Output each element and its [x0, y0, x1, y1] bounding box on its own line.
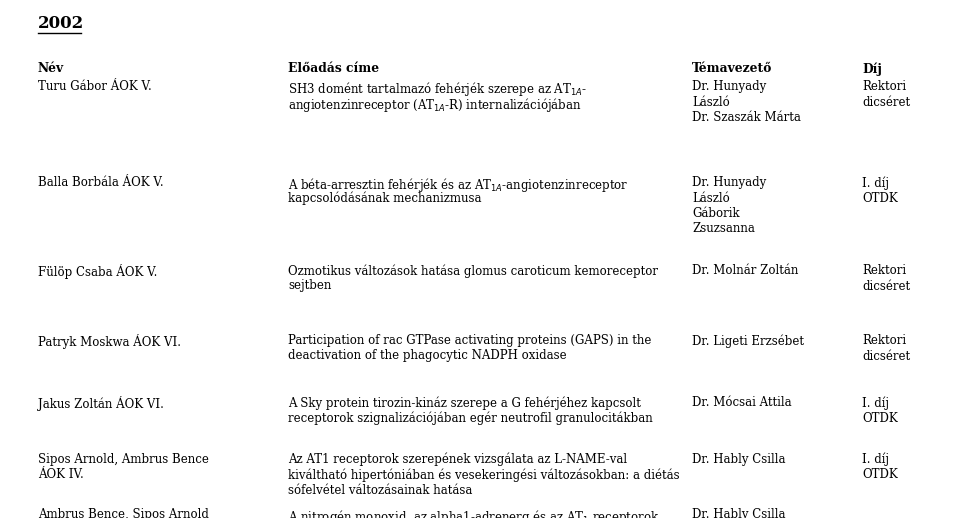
Text: receptorok szignalizációjában egér neutrofil granulocitákban: receptorok szignalizációjában egér neutr… [288, 411, 653, 425]
Text: Dr. Hunyady: Dr. Hunyady [692, 176, 766, 189]
Text: Előadás címe: Előadás címe [288, 62, 379, 75]
Text: 2002: 2002 [38, 15, 84, 32]
Text: Rektori: Rektori [862, 264, 906, 277]
Text: Fülöp Csaba ÁOK V.: Fülöp Csaba ÁOK V. [38, 264, 157, 279]
Text: Turu Gábor ÁOK V.: Turu Gábor ÁOK V. [38, 80, 152, 93]
Text: Ozmotikus változások hatása glomus caroticum kemoreceptor: Ozmotikus változások hatása glomus carot… [288, 264, 658, 278]
Text: ÁOK IV.: ÁOK IV. [38, 468, 84, 482]
Text: A béta-arresztin fehérjék és az AT$_{1A}$-angiotenzinreceptor: A béta-arresztin fehérjék és az AT$_{1A}… [288, 176, 629, 194]
Text: SH3 domént tartalmazó fehérjék szerepe az AT$_{1A}$-: SH3 domént tartalmazó fehérjék szerepe a… [288, 80, 588, 98]
Text: sejtben: sejtben [288, 280, 331, 293]
Text: László: László [692, 192, 730, 205]
Text: Dr. Molnár Zoltán: Dr. Molnár Zoltán [692, 264, 799, 277]
Text: Sipos Arnold, Ambrus Bence: Sipos Arnold, Ambrus Bence [38, 453, 209, 466]
Text: I. díj: I. díj [862, 453, 889, 467]
Text: dicséret: dicséret [862, 95, 910, 108]
Text: Dr. Hably Csilla: Dr. Hably Csilla [692, 508, 785, 518]
Text: I. díj: I. díj [862, 396, 889, 410]
Text: kapcsolódásának mechanizmusa: kapcsolódásának mechanizmusa [288, 192, 482, 205]
Text: I. díj: I. díj [862, 176, 889, 190]
Text: Dr. Szaszák Márta: Dr. Szaszák Márta [692, 111, 801, 124]
Text: Rektori: Rektori [862, 80, 906, 93]
Text: dicséret: dicséret [862, 350, 910, 363]
Text: Dr. Ligeti Erzsébet: Dr. Ligeti Erzsébet [692, 334, 804, 348]
Text: Dr. Mócsai Attila: Dr. Mócsai Attila [692, 396, 792, 409]
Text: OTDK: OTDK [862, 468, 898, 482]
Text: Név: Név [38, 62, 64, 75]
Text: OTDK: OTDK [862, 192, 898, 205]
Text: Rektori: Rektori [862, 334, 906, 347]
Text: sófelvétel változásainak hatása: sófelvétel változásainak hatása [288, 484, 472, 497]
Text: Gáborik: Gáborik [692, 207, 739, 220]
Text: Jakus Zoltán ÁOK VI.: Jakus Zoltán ÁOK VI. [38, 396, 164, 411]
Text: Ambrus Bence, Sipos Arnold: Ambrus Bence, Sipos Arnold [38, 508, 209, 518]
Text: dicséret: dicséret [862, 280, 910, 293]
Text: Patryk Moskwa ÁOK VI.: Patryk Moskwa ÁOK VI. [38, 334, 181, 349]
Text: László: László [692, 95, 730, 108]
Text: Dr. Hunyady: Dr. Hunyady [692, 80, 766, 93]
Text: OTDK: OTDK [862, 411, 898, 424]
Text: Zsuzsanna: Zsuzsanna [692, 223, 755, 236]
Text: Témavezető: Témavezető [692, 62, 773, 75]
Text: Az AT1 receptorok szerepének vizsgálata az L-NAME-val: Az AT1 receptorok szerepének vizsgálata … [288, 453, 627, 467]
Text: Participation of rac GTPase activating proteins (GAPS) in the: Participation of rac GTPase activating p… [288, 334, 652, 347]
Text: Díj: Díj [862, 62, 882, 76]
Text: Balla Borbála ÁOK V.: Balla Borbála ÁOK V. [38, 176, 163, 189]
Text: A nitrogén monoxid, az alpha1-adrenerg és az AT$_{1}$ receptorok: A nitrogén monoxid, az alpha1-adrenerg é… [288, 508, 660, 518]
Text: deactivation of the phagocytic NADPH oxidase: deactivation of the phagocytic NADPH oxi… [288, 350, 566, 363]
Text: kiváltható hipertóniában és vesekeringési változásokban: a diétás: kiváltható hipertóniában és vesekeringés… [288, 468, 680, 482]
Text: angiotenzinreceptor (AT$_{1A}$-R) internalizációjában: angiotenzinreceptor (AT$_{1A}$-R) intern… [288, 95, 582, 113]
Text: A Sky protein tirozin-kináz szerepe a G fehérjéhez kapcsolt: A Sky protein tirozin-kináz szerepe a G … [288, 396, 641, 410]
Text: Dr. Hably Csilla: Dr. Hably Csilla [692, 453, 785, 466]
